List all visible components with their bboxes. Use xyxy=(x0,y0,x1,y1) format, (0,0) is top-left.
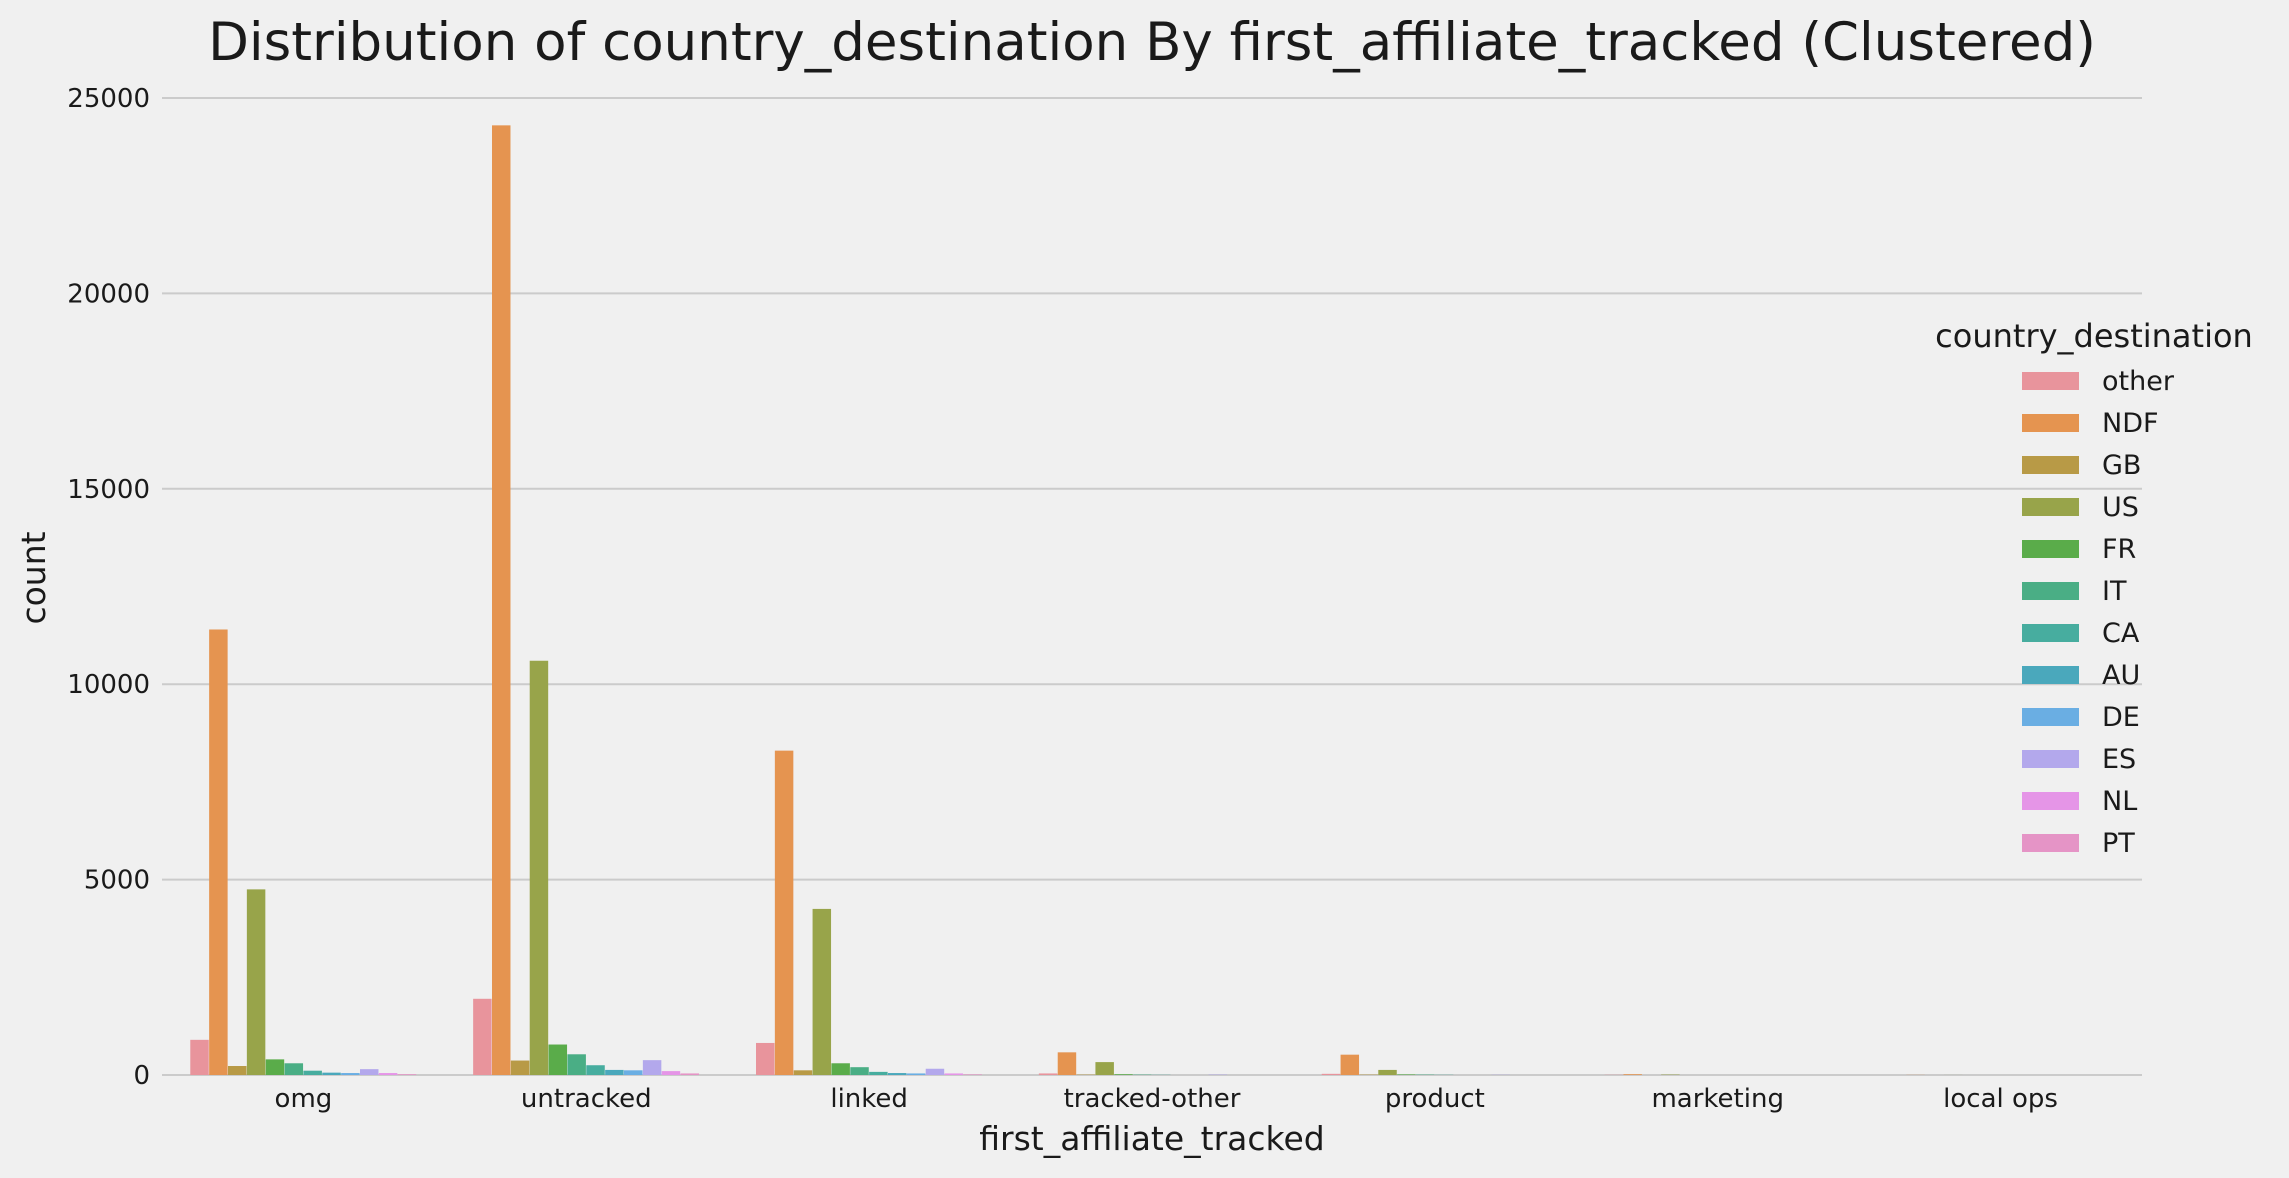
bar-NDF-marketing xyxy=(1623,1074,1641,1075)
legend-swatch-PT xyxy=(2022,834,2079,852)
legend-label-AU: AU xyxy=(2102,660,2140,691)
legend-swatch-NDF xyxy=(2022,414,2079,432)
y-tick-label: 5000 xyxy=(84,866,150,896)
bar-NL-linked xyxy=(945,1073,963,1075)
x-tick-label-local-ops: local ops xyxy=(1943,1084,2058,1114)
bar-PT-omg xyxy=(398,1074,416,1075)
bar-DE-omg xyxy=(341,1073,359,1075)
legend-swatch-FR xyxy=(2022,540,2079,558)
legend-title: country_destination xyxy=(1935,317,2253,355)
x-tick-label-marketing: marketing xyxy=(1651,1084,1783,1114)
bar-GB-omg xyxy=(228,1066,246,1075)
bar-other-linked xyxy=(756,1043,774,1075)
bar-FR-tracked-other xyxy=(1114,1074,1132,1075)
bar-NL-untracked xyxy=(662,1071,680,1075)
bar-PT-untracked xyxy=(681,1073,699,1075)
bar-PT-linked xyxy=(963,1074,981,1075)
bar-other-untracked xyxy=(473,999,491,1075)
bar-ES-omg xyxy=(360,1069,378,1075)
bar-other-tracked-other xyxy=(1039,1073,1057,1075)
legend-swatch-NL xyxy=(2022,792,2079,810)
bar-FR-omg xyxy=(266,1059,284,1075)
bar-IT-untracked xyxy=(567,1054,585,1075)
y-tick-label: 15000 xyxy=(67,475,150,505)
bars xyxy=(190,125,1962,1075)
gridlines xyxy=(162,98,2142,1075)
bar-CA-untracked xyxy=(586,1065,604,1075)
legend-label-NL: NL xyxy=(2102,786,2137,817)
legend-swatch-other xyxy=(2022,372,2079,390)
bar-other-product xyxy=(1322,1074,1340,1075)
y-tick-label: 20000 xyxy=(67,279,150,309)
legend: country_destination other NDF GB US FR IT CA AU… xyxy=(1935,317,2253,859)
y-tick-label: 25000 xyxy=(67,84,150,114)
legend-swatch-AU xyxy=(2022,666,2079,684)
bar-US-untracked xyxy=(530,661,548,1075)
legend-swatch-GB xyxy=(2022,456,2079,474)
legend-label-FR: FR xyxy=(2102,534,2136,565)
bar-NL-omg xyxy=(379,1073,397,1075)
bar-FR-linked xyxy=(831,1063,849,1075)
legend-label-ES: ES xyxy=(2102,744,2136,775)
bar-CA-linked xyxy=(869,1072,887,1075)
bar-AU-untracked xyxy=(605,1070,623,1075)
bar-ES-linked xyxy=(926,1069,944,1075)
bar-NDF-product xyxy=(1341,1055,1359,1075)
legend-label-CA: CA xyxy=(2102,618,2140,649)
bar-IT-linked xyxy=(850,1067,868,1075)
legend-label-other: other xyxy=(2102,366,2175,397)
bar-FR-untracked xyxy=(549,1045,567,1075)
legend-label-GB: GB xyxy=(2102,450,2141,481)
bar-AU-linked xyxy=(888,1073,906,1075)
bar-US-linked xyxy=(813,909,831,1075)
x-tick-label-omg: omg xyxy=(275,1084,333,1114)
bar-FR-product xyxy=(1397,1074,1415,1075)
bar-GB-untracked xyxy=(511,1061,529,1075)
bar-other-omg xyxy=(190,1040,208,1075)
legend-swatch-ES xyxy=(2022,750,2079,768)
legend-items: other NDF GB US FR IT CA AU DE ES NL PT xyxy=(2022,366,2175,859)
y-tick-labels: 0 5000 10000 15000 20000 25000 xyxy=(67,84,150,1091)
legend-swatch-US xyxy=(2022,498,2079,516)
bar-DE-linked xyxy=(907,1073,925,1075)
bar-GB-linked xyxy=(794,1070,812,1075)
legend-label-US: US xyxy=(2102,492,2139,523)
bar-ES-untracked xyxy=(643,1060,661,1075)
bar-US-tracked-other xyxy=(1095,1062,1113,1075)
bar-CA-omg xyxy=(303,1071,321,1075)
y-tick-label: 10000 xyxy=(67,670,150,700)
bar-US-omg xyxy=(247,889,265,1075)
legend-label-PT: PT xyxy=(2102,828,2135,859)
bar-NDF-omg xyxy=(209,629,227,1075)
y-tick-label: 0 xyxy=(133,1061,150,1091)
legend-label-IT: IT xyxy=(2102,576,2127,607)
chart-title: Distribution of country_destination By f… xyxy=(208,12,2096,73)
legend-label-DE: DE xyxy=(2102,702,2140,733)
legend-swatch-DE xyxy=(2022,708,2079,726)
bar-DE-untracked xyxy=(624,1070,642,1075)
bar-IT-omg xyxy=(285,1063,303,1075)
x-tick-label-untracked: untracked xyxy=(521,1084,652,1114)
bar-US-product xyxy=(1378,1070,1396,1075)
legend-swatch-IT xyxy=(2022,582,2079,600)
x-tick-label-product: product xyxy=(1385,1084,1485,1114)
x-tick-label-linked: linked xyxy=(830,1084,908,1114)
x-tick-label-tracked-other: tracked-other xyxy=(1064,1084,1241,1114)
x-axis-label: first_affiliate_tracked xyxy=(979,1119,1324,1158)
legend-swatch-CA xyxy=(2022,624,2079,642)
bar-NDF-untracked xyxy=(492,125,510,1075)
legend-label-NDF: NDF xyxy=(2102,408,2159,439)
bar-NDF-tracked-other xyxy=(1058,1052,1076,1075)
bar-NDF-linked xyxy=(775,751,793,1075)
x-tick-labels: omg untracked linked tracked-other product ma… xyxy=(275,1084,2058,1114)
bar-AU-omg xyxy=(322,1073,340,1075)
y-axis-label: count xyxy=(14,531,53,624)
